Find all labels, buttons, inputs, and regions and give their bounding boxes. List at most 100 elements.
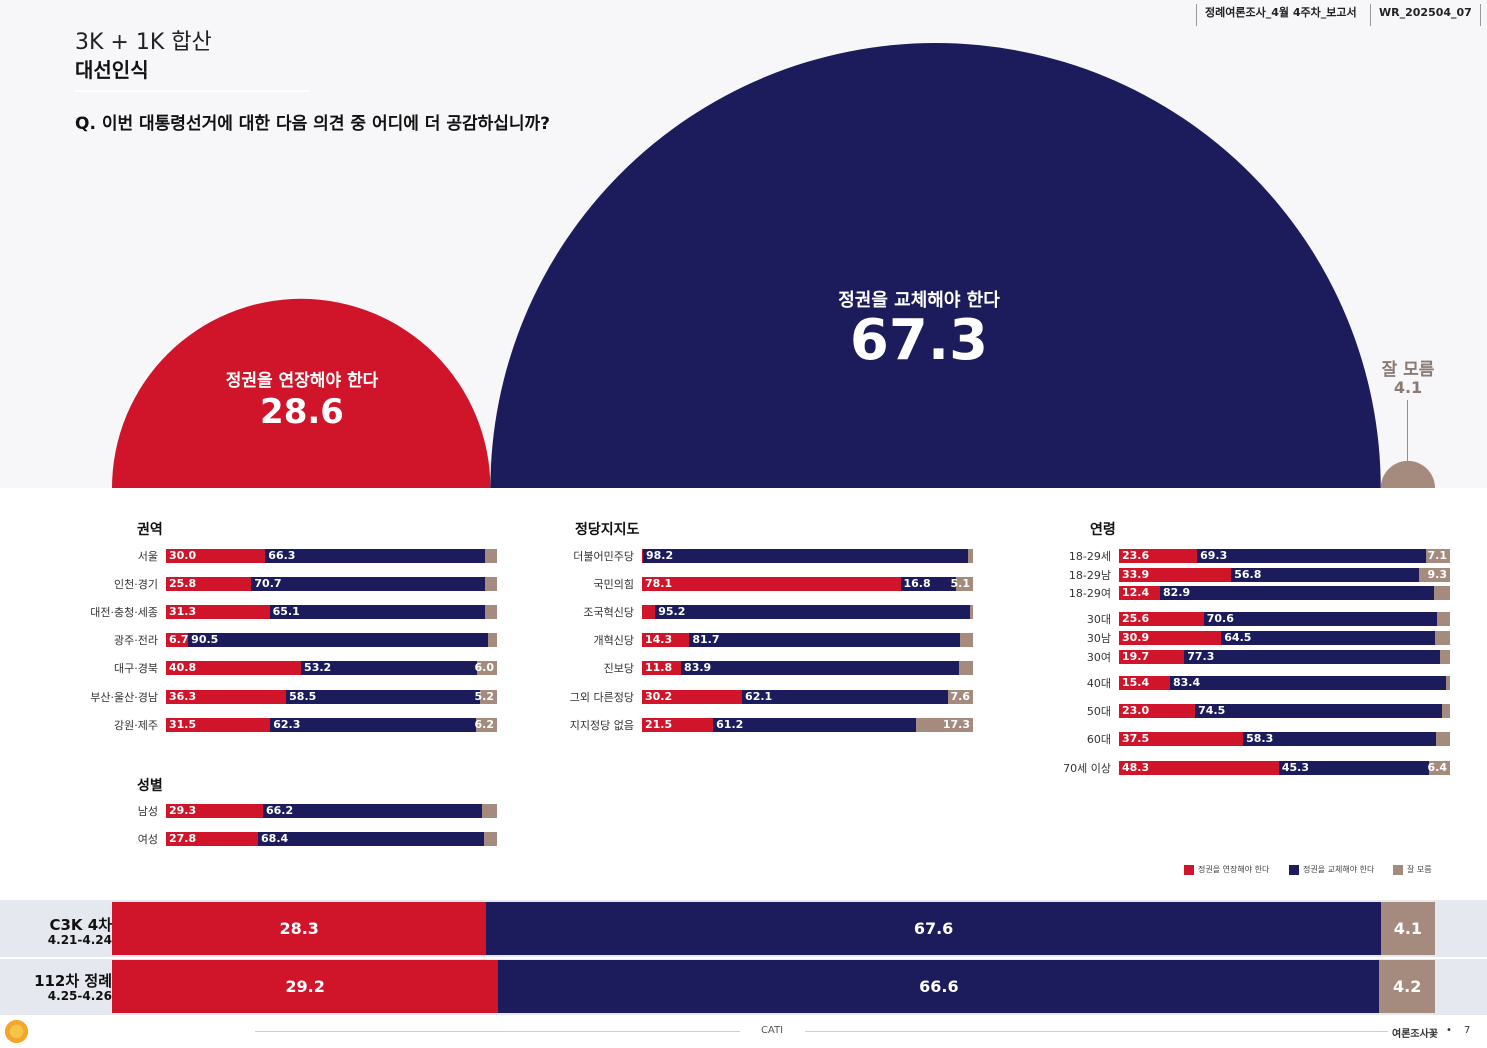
age-value-replace: 45.3 — [1281, 761, 1309, 774]
age-segment-replace — [1203, 612, 1438, 626]
legend-swatch-extend — [1184, 865, 1194, 875]
region-segment-extend — [166, 577, 252, 591]
age-value-replace: 56.8 — [1234, 568, 1262, 581]
footer-publisher: 여론조사꽃 — [1392, 1029, 1438, 1040]
party-bar: 11.8 83.9 — [642, 661, 973, 675]
region-value-unknown: 6.2 — [474, 718, 495, 731]
age-segment-extend — [1119, 650, 1185, 664]
replace-label: 정권을 교체해야 한다 — [838, 290, 1000, 311]
party-row-label: 진보당 — [603, 662, 634, 675]
party-value-extend: 30.2 — [645, 690, 673, 703]
party-row-label: 더불어민주당 — [573, 550, 634, 563]
age-segment-extend — [1119, 676, 1170, 690]
age-value-replace: 74.5 — [1198, 704, 1226, 717]
party-value-extend: 11.8 — [645, 661, 673, 674]
region-row-label: 광주·전라 — [114, 634, 158, 647]
region-segment-extend — [166, 633, 189, 647]
party-segment-extend — [642, 577, 901, 591]
age-value-extend: 48.3 — [1122, 761, 1150, 774]
comparison-period-2: 4.25-4.26 — [47, 989, 112, 1003]
gender-segment-replace — [258, 832, 485, 846]
gender-segment-unknown — [482, 804, 497, 818]
age-segment-replace — [1197, 549, 1427, 563]
party-value-unknown: 7.6 — [950, 690, 971, 703]
age-segment-unknown — [1441, 704, 1450, 718]
age-segment-unknown — [1436, 732, 1450, 746]
age-value-unknown: 6.4 — [1427, 761, 1448, 774]
party-row-label: 조국혁신당 — [583, 606, 634, 619]
gender-bar: 29.3 66.2 — [166, 804, 497, 818]
region-value-extend: 31.5 — [169, 718, 197, 731]
region-row-label: 강원·제주 — [114, 719, 158, 732]
age-value-extend: 33.9 — [1122, 568, 1150, 581]
age-row-label: 18-29세 — [1068, 550, 1111, 563]
party-value-replace: 81.7 — [692, 633, 720, 646]
party-bar: 14.3 81.7 — [642, 633, 973, 647]
region-segment-unknown — [487, 633, 497, 647]
age-value-extend: 23.0 — [1122, 704, 1150, 717]
party-segment-unknown — [947, 690, 973, 704]
overall-semicircle-replace — [490, 43, 1381, 488]
age-value-replace: 77.3 — [1187, 650, 1215, 663]
unknown-value: 4.1 — [1393, 378, 1423, 397]
region-value-extend: 40.8 — [169, 661, 197, 674]
region-value-extend: 25.8 — [169, 577, 197, 590]
region-bar: 36.3 58.5 5.2 — [166, 690, 497, 704]
party-value-replace: 98.2 — [645, 549, 674, 562]
age-segment-extend — [1119, 586, 1161, 600]
party-segment-extend — [642, 718, 714, 732]
age-row-label: 30남 — [1086, 632, 1111, 645]
gender-segment-extend — [166, 804, 263, 818]
region-segment-unknown — [485, 577, 497, 591]
party-segment-replace — [742, 690, 948, 704]
age-bar: 12.4 82.9 — [1119, 586, 1450, 600]
age-row-label: 30대 — [1086, 613, 1111, 626]
age-bar: 23.0 74.5 — [1119, 704, 1450, 718]
age-value-replace: 69.3 — [1200, 549, 1228, 562]
party-section-title: 정당지지도 — [575, 522, 640, 538]
region-segment-replace — [269, 605, 486, 619]
party-segment-replace — [689, 633, 960, 647]
region-segment-unknown — [485, 605, 497, 619]
age-bar: 19.7 77.3 — [1119, 650, 1450, 664]
comparison-segment-extend: 29.2 — [112, 960, 499, 1013]
overall-semicircle-chart — [112, 43, 1435, 488]
party-value-replace: 62.1 — [745, 690, 773, 703]
party-segment-unknown — [956, 577, 973, 591]
gender-row-label: 남성 — [137, 805, 158, 818]
party-segment-unknown — [970, 605, 973, 619]
region-segment-unknown — [479, 690, 497, 704]
gender-row-label: 여성 — [137, 833, 158, 846]
region-segment-replace — [286, 690, 480, 704]
region-section-title: 권역 — [137, 522, 163, 538]
comparison-segment-unknown: 4.1 — [1380, 902, 1435, 955]
hero-section — [0, 0, 1487, 488]
gender-value-extend: 29.3 — [169, 804, 197, 817]
age-row-label: 60대 — [1086, 733, 1111, 746]
party-row-label: 개혁신당 — [593, 634, 634, 647]
age-value-replace: 70.6 — [1206, 612, 1234, 625]
party-bar: 98.2 — [642, 549, 973, 563]
gender-section-title: 성별 — [137, 778, 163, 794]
region-bar: 6.7 90.5 — [166, 633, 497, 647]
region-segment-unknown — [476, 718, 497, 732]
party-segment-replace — [642, 549, 969, 563]
comparison-segment-replace: 66.6 — [498, 960, 1380, 1013]
party-segment-extend — [642, 633, 690, 647]
region-row-label: 인천·경기 — [114, 578, 158, 591]
region-segment-extend — [166, 605, 270, 619]
party-segment-unknown — [958, 661, 973, 675]
party-bar: 78.1 16.8 5.1 — [642, 577, 973, 591]
age-bar: 23.6 69.3 7.1 — [1119, 549, 1450, 563]
age-bar: 33.9 56.8 9.3 — [1119, 568, 1450, 582]
age-segment-extend — [1119, 612, 1204, 626]
party-value-replace: 16.8 — [903, 577, 931, 590]
party-value-replace: 95.2 — [658, 605, 686, 618]
legend-swatch-unknown — [1393, 865, 1403, 875]
age-value-unknown: 9.3 — [1427, 568, 1448, 581]
region-value-replace: 53.2 — [304, 661, 332, 674]
party-segment-replace — [713, 718, 916, 732]
age-row-label: 70세 이상 — [1063, 762, 1111, 775]
legend-swatch-replace — [1289, 865, 1299, 875]
